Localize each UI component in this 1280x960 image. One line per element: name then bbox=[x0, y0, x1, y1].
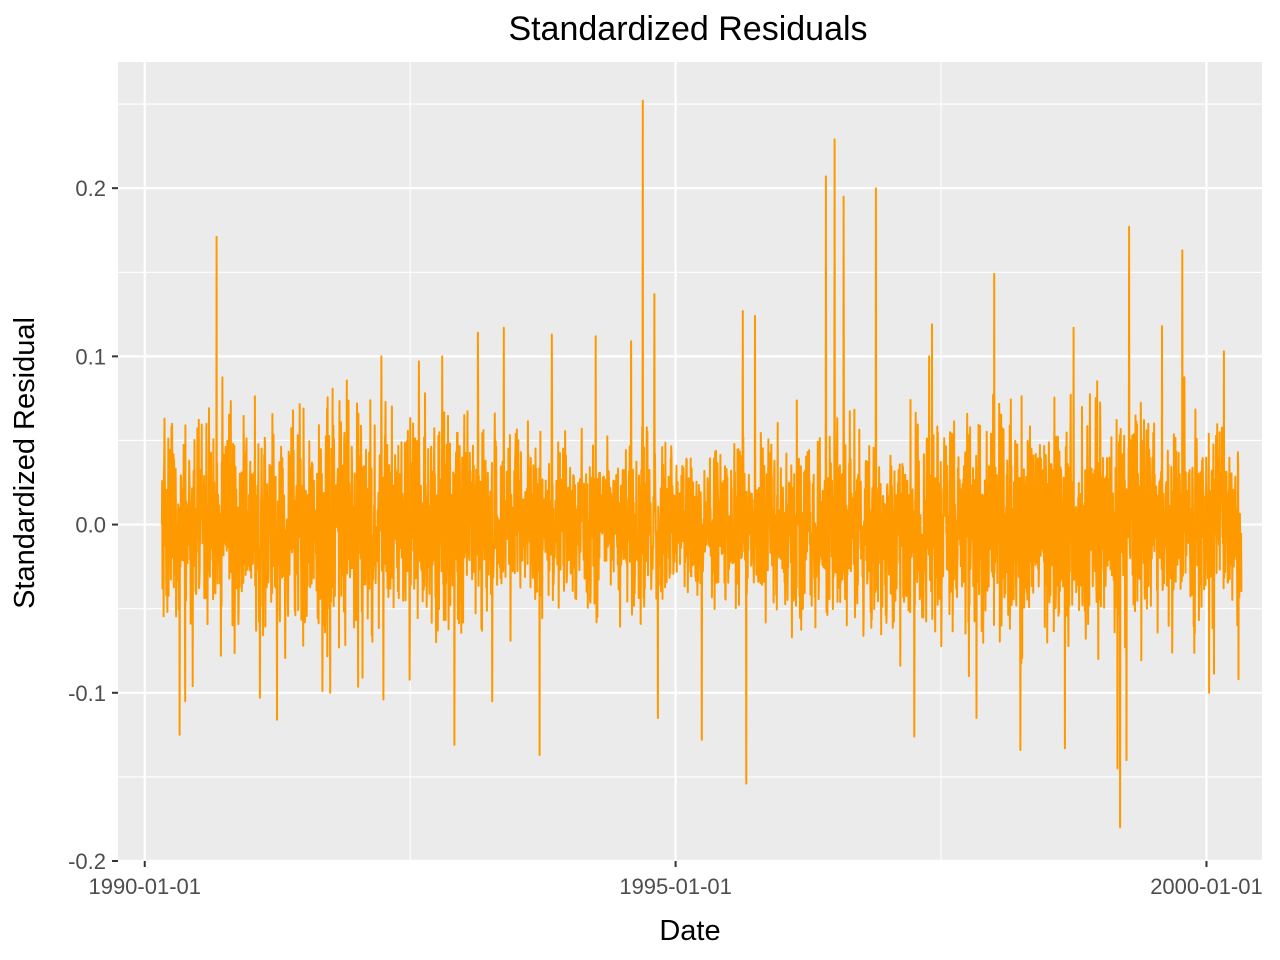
x-tick-label: 1995-01-01 bbox=[619, 874, 732, 899]
y-axis-title: Standardized Residual bbox=[9, 317, 41, 609]
chart-title: Standardized Residuals bbox=[508, 10, 867, 48]
y-tick-label: -0.2 bbox=[68, 849, 106, 874]
x-axis-title: Date bbox=[659, 915, 720, 947]
axes-layer: -0.2 -0.1 0.0 0.1 0.2 1990-01-01 1995-01-01 200… bbox=[68, 176, 1263, 899]
series-line bbox=[160, 99, 1243, 829]
series-layer bbox=[160, 99, 1243, 829]
y-tick-label: 0.0 bbox=[75, 513, 106, 538]
y-tick-label: 0.2 bbox=[75, 176, 106, 201]
x-tick-label: 1990-01-01 bbox=[88, 874, 201, 899]
y-tick-label: -0.1 bbox=[68, 681, 106, 706]
x-tick-label: 2000-01-01 bbox=[1150, 874, 1263, 899]
y-tick-label: 0.1 bbox=[75, 344, 106, 369]
